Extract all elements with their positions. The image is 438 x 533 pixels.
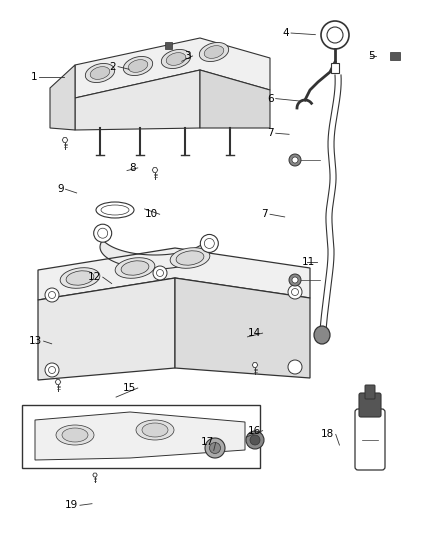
Circle shape	[156, 270, 163, 277]
Ellipse shape	[115, 258, 155, 278]
Text: 1: 1	[31, 72, 37, 82]
Polygon shape	[200, 70, 270, 128]
FancyBboxPatch shape	[355, 409, 385, 470]
Circle shape	[321, 21, 349, 49]
Circle shape	[98, 228, 108, 238]
Ellipse shape	[204, 46, 224, 58]
Circle shape	[289, 154, 301, 166]
Text: 16: 16	[247, 426, 261, 435]
Ellipse shape	[166, 53, 186, 66]
Text: 3: 3	[184, 51, 191, 61]
Polygon shape	[75, 38, 270, 98]
Text: 9: 9	[57, 184, 64, 194]
Text: 18: 18	[321, 430, 334, 439]
Ellipse shape	[66, 271, 94, 285]
Polygon shape	[50, 65, 75, 130]
Ellipse shape	[199, 43, 229, 61]
Polygon shape	[38, 278, 175, 380]
Text: 15: 15	[123, 383, 136, 393]
Bar	[331, 63, 339, 73]
Ellipse shape	[60, 268, 100, 288]
Circle shape	[45, 363, 59, 377]
Ellipse shape	[101, 205, 129, 215]
Circle shape	[289, 274, 301, 286]
Polygon shape	[175, 278, 310, 378]
Circle shape	[200, 235, 218, 253]
Circle shape	[204, 238, 214, 248]
Text: 6: 6	[267, 94, 274, 103]
Text: 12: 12	[88, 272, 101, 282]
Circle shape	[292, 288, 299, 295]
Ellipse shape	[136, 420, 174, 440]
Ellipse shape	[128, 60, 148, 72]
Circle shape	[153, 266, 167, 280]
Text: 11: 11	[302, 257, 315, 267]
Circle shape	[292, 277, 298, 283]
Ellipse shape	[142, 423, 168, 437]
Ellipse shape	[161, 50, 191, 69]
Text: 19: 19	[65, 500, 78, 510]
Polygon shape	[35, 412, 245, 460]
Circle shape	[246, 431, 264, 449]
Circle shape	[327, 27, 343, 43]
FancyBboxPatch shape	[359, 393, 381, 417]
Ellipse shape	[85, 63, 115, 83]
Bar	[390, 52, 400, 60]
Text: 2: 2	[110, 62, 116, 71]
Circle shape	[49, 292, 56, 298]
FancyBboxPatch shape	[365, 385, 375, 399]
Circle shape	[205, 438, 225, 458]
Ellipse shape	[62, 428, 88, 442]
Ellipse shape	[314, 326, 330, 344]
Circle shape	[250, 435, 260, 445]
Circle shape	[288, 285, 302, 299]
Polygon shape	[38, 248, 310, 300]
Ellipse shape	[90, 67, 110, 79]
Polygon shape	[75, 70, 200, 130]
Text: 8: 8	[129, 163, 136, 173]
Bar	[165, 42, 172, 49]
Text: 7: 7	[267, 128, 274, 138]
Circle shape	[292, 157, 298, 163]
Circle shape	[49, 367, 56, 374]
Text: 17: 17	[201, 438, 214, 447]
Bar	[22, 405, 260, 468]
Text: 10: 10	[145, 209, 158, 219]
Ellipse shape	[96, 202, 134, 218]
Circle shape	[45, 288, 59, 302]
Text: 4: 4	[283, 28, 289, 38]
Ellipse shape	[56, 425, 94, 445]
Circle shape	[94, 224, 112, 242]
Circle shape	[209, 442, 220, 454]
Text: 14: 14	[247, 328, 261, 338]
Circle shape	[288, 360, 302, 374]
Ellipse shape	[170, 248, 210, 268]
Ellipse shape	[124, 56, 153, 76]
Text: 13: 13	[28, 336, 42, 346]
Ellipse shape	[176, 251, 204, 265]
Text: 5: 5	[368, 51, 374, 61]
Text: 7: 7	[261, 209, 268, 219]
Ellipse shape	[121, 261, 149, 275]
